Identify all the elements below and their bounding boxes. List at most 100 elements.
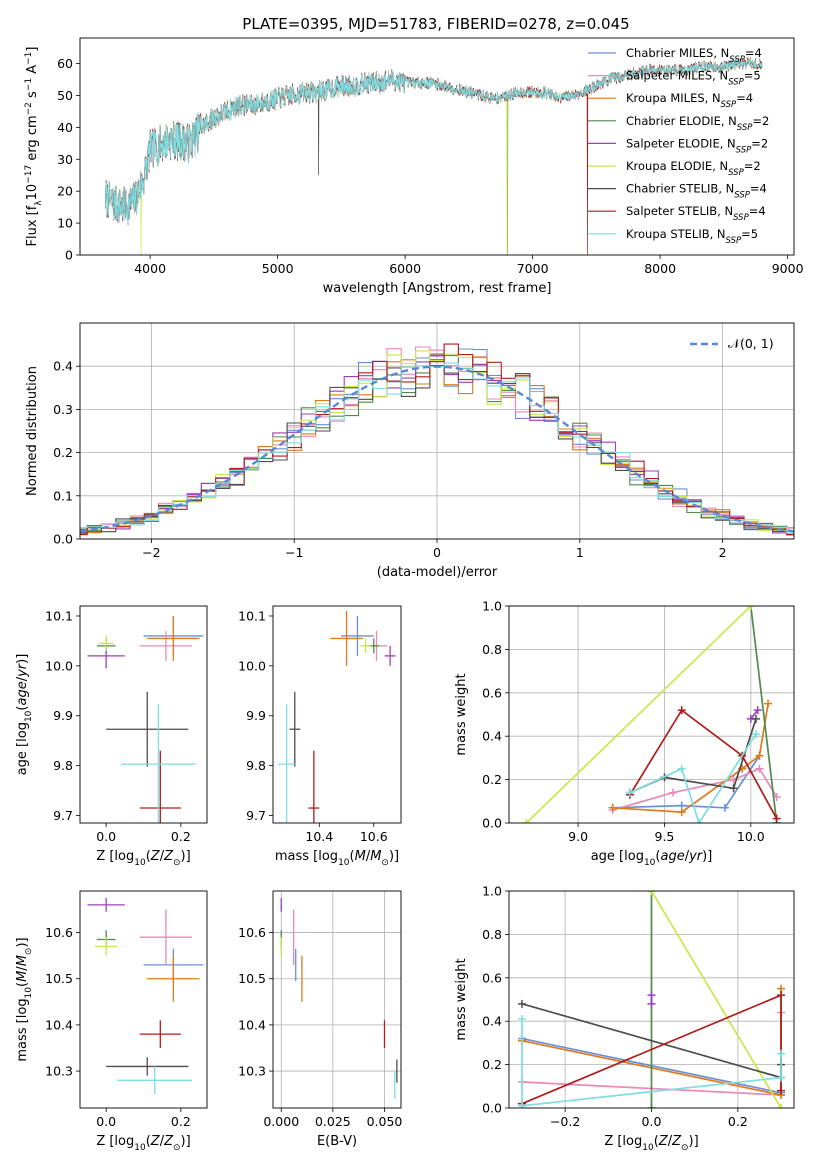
axis-label: (data-model)/error (377, 565, 498, 580)
x-tick-label: 0.2 (171, 1114, 191, 1129)
legend-entry: Salpeter STELIB, NSSP=4 (626, 204, 766, 223)
y-tick-label: 0.4 (482, 1014, 502, 1029)
x-tick-label: 0 (433, 545, 441, 560)
figure-title: PLATE=0395, MJD=51783, FIBERID=0278, z=0… (242, 15, 629, 33)
x-tick-label: 6000 (389, 261, 421, 276)
legend-entry: Chabrier MILES, NSSP=4 (626, 46, 762, 65)
series-marker (522, 819, 531, 823)
series-marker (777, 991, 786, 1000)
series-marker (677, 764, 686, 773)
y-tick-label: 0.0 (482, 816, 502, 831)
panel-mass-weight-vs-age: 9.0 9.5 10.0 0.0 0.2 0.4 0.6 0.8 1.0 age [log10(a… (454, 599, 795, 868)
axis-label: wavelength [Angstrom, rest frame] (323, 281, 552, 296)
x-tick-label: 7000 (517, 261, 549, 276)
series-marker (625, 788, 634, 797)
series-marker (647, 1104, 656, 1108)
legend-entry: Kroupa ELODIE, NSSP=2 (626, 159, 761, 178)
spectrum-line (105, 57, 763, 255)
axes-frame (79, 890, 208, 1109)
x-tick-label: 0.2 (728, 1114, 748, 1129)
x-tick-label: 10.0 (737, 829, 765, 844)
x-tick-label: 10.4 (305, 829, 333, 844)
axes-frame (79, 605, 208, 824)
y-tick-label: 0.0 (53, 532, 73, 547)
y-tick-label: 0.1 (53, 488, 73, 503)
panel-mass-weight-vs-Z: −0.2 0.0 0.2 0.0 0.2 0.4 0.6 0.8 1.0 Z [log10(Z/Z… (454, 884, 795, 1153)
plot-area (280, 897, 398, 1099)
series-marker (647, 999, 656, 1008)
y-tick-label: 10.3 (45, 1064, 73, 1079)
normal-curve (80, 365, 794, 533)
plot-area (105, 57, 763, 255)
series-marker (677, 808, 686, 817)
x-tick-label: 8000 (644, 261, 676, 276)
y-tick-label: 0.2 (53, 445, 73, 460)
axes-frame (79, 37, 795, 256)
series-marker (729, 784, 738, 793)
axis-label: mass weight (454, 958, 469, 1040)
series-marker (772, 814, 781, 823)
y-tick-label: 0.2 (482, 1057, 502, 1072)
x-tick-label: −1 (285, 545, 303, 560)
series-marker (755, 764, 764, 773)
series-line (525, 606, 752, 823)
y-tick-label: 9.9 (246, 708, 266, 723)
series-marker (647, 891, 656, 895)
y-tick-label: 9.8 (53, 758, 73, 773)
panel-mass-vs-Z: 0.0 0.2 10.3 10.4 10.5 10.6 Z [log10(Z/Z⊙)] mas… (15, 890, 208, 1153)
x-tick-label: 0.050 (367, 1114, 403, 1129)
series-marker (608, 803, 617, 812)
x-tick-label: −0.2 (550, 1114, 580, 1129)
x-tick-label: 9000 (772, 261, 804, 276)
series-line (629, 708, 778, 820)
y-tick-label: 0.2 (482, 772, 502, 787)
histogram-series (80, 362, 794, 534)
axes-frame (508, 605, 795, 824)
y-tick-label: 9.8 (246, 758, 266, 773)
series-marker (517, 1101, 526, 1108)
y-tick-label: 0.6 (482, 685, 502, 700)
y-tick-label: 40 (57, 120, 73, 135)
y-tick-label: 10.6 (45, 925, 73, 940)
y-tick-label: 10.1 (45, 608, 73, 623)
y-tick-label: 0.4 (482, 729, 502, 744)
x-tick-label: 9.0 (568, 829, 588, 844)
series-line (650, 891, 782, 1108)
series-marker (647, 991, 656, 1000)
series-marker (720, 803, 729, 812)
axes-frame (272, 605, 402, 824)
y-tick-label: 0.6 (482, 970, 502, 985)
panel-age-vs-Z: 0.0 0.2 9.7 9.8 9.9 10.0 10.1 Z [log10(Z/Z⊙)] ag… (15, 605, 208, 868)
series-line (629, 733, 757, 823)
series-line (612, 755, 761, 809)
y-tick-label: 10.3 (238, 1064, 266, 1079)
x-tick-label: 0.000 (263, 1114, 299, 1129)
series-line (750, 709, 759, 720)
legend-entry: Salpeter MILES, NSSP=5 (626, 69, 761, 88)
y-tick-label: 10.1 (238, 608, 266, 623)
spectrum-line (105, 57, 763, 255)
series-marker (764, 699, 773, 708)
legend-entry: 𝒩(0, 1) (728, 336, 774, 351)
y-tick-label: 9.7 (53, 808, 73, 823)
y-tick-label: 1.0 (482, 599, 502, 614)
x-tick-label: 0.0 (96, 829, 116, 844)
axis-label: mass weight (454, 673, 469, 755)
series-marker (753, 706, 762, 715)
axis-label: Z [log10(Z/Z⊙)] (96, 1134, 190, 1153)
y-tick-label: 0.8 (482, 642, 502, 657)
series-marker (777, 1104, 786, 1108)
series-marker (517, 1015, 526, 1024)
x-tick-label: 9.5 (655, 829, 675, 844)
y-tick-label: 0 (65, 248, 73, 263)
panel-spectrum: 4000 5000 6000 7000 8000 9000 0 10 20 30 40 50 60 wav… (24, 37, 804, 296)
x-tick-label: 0.0 (96, 1114, 116, 1129)
spectrum-line (105, 57, 763, 255)
series-marker (517, 999, 526, 1008)
axis-label: mass [log10(M/M⊙)] (275, 849, 399, 868)
legend-entry: Salpeter ELODIE, NSSP=2 (626, 136, 768, 155)
y-tick-label: 0.0 (482, 1101, 502, 1116)
y-tick-label: 0.3 (53, 402, 73, 417)
axes-frame (79, 322, 795, 540)
